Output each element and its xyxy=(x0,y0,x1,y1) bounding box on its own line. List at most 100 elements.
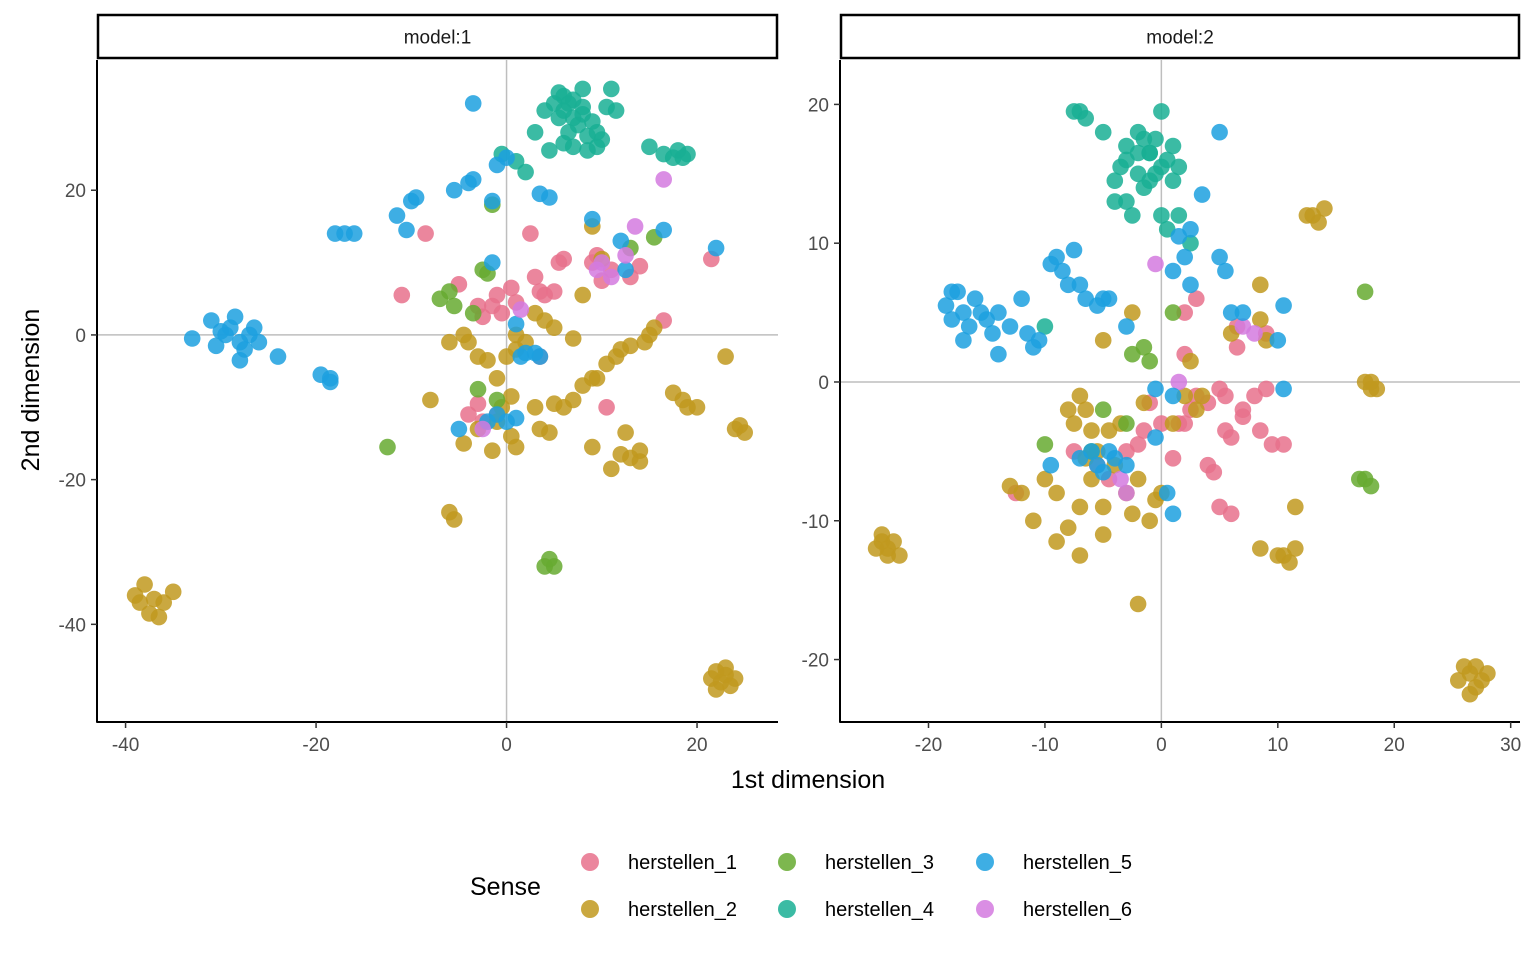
point-herstellen_2 xyxy=(445,511,463,528)
point-herstellen_4 xyxy=(674,149,692,166)
point-herstellen_2 xyxy=(574,286,591,304)
point-herstellen_5 xyxy=(484,254,501,271)
point-herstellen_5 xyxy=(1001,318,1019,335)
point-herstellen_2 xyxy=(1467,658,1485,675)
point-herstellen_1 xyxy=(1205,463,1223,481)
legend-item-herstellen_4: herstellen_4 xyxy=(778,899,934,921)
point-herstellen_1 xyxy=(598,399,615,416)
point-herstellen_2 xyxy=(1071,547,1089,564)
point-herstellen_1 xyxy=(503,279,520,297)
point-herstellen_2 xyxy=(1025,512,1042,530)
point-herstellen_2 xyxy=(1129,595,1147,613)
point-herstellen_4 xyxy=(541,142,558,159)
point-herstellen_2 xyxy=(688,399,706,416)
point-herstellen_5 xyxy=(617,261,634,279)
point-herstellen_4 xyxy=(526,124,544,141)
point-herstellen_2 xyxy=(422,391,439,409)
point-herstellen_5 xyxy=(1118,456,1135,474)
point-herstellen_2 xyxy=(1094,498,1112,516)
point-herstellen_1 xyxy=(631,257,649,275)
point-herstellen_2 xyxy=(1287,540,1304,557)
point-herstellen_6 xyxy=(1246,325,1263,342)
point-herstellen_5 xyxy=(1275,380,1292,398)
point-herstellen_4 xyxy=(550,109,568,127)
point-herstellen_2 xyxy=(1188,401,1205,419)
point-herstellen_6 xyxy=(617,247,634,264)
point-herstellen_4 xyxy=(1153,207,1170,224)
point-herstellen_2 xyxy=(631,453,649,470)
point-herstellen_2 xyxy=(1362,373,1380,391)
point-herstellen_5 xyxy=(1054,262,1071,280)
point-herstellen_5 xyxy=(1211,123,1228,141)
point-herstellen_5 xyxy=(498,413,515,431)
point-herstellen_4 xyxy=(1124,207,1141,224)
point-herstellen_1 xyxy=(469,395,487,413)
point-herstellen_5 xyxy=(1083,443,1100,460)
point-herstellen_3 xyxy=(1164,304,1182,321)
y-axis-title: 2nd dimension xyxy=(17,309,45,472)
point-herstellen_1 xyxy=(1217,387,1234,405)
point-herstellen_5 xyxy=(984,325,1001,342)
legend-item-herstellen_6: herstellen_6 xyxy=(976,899,1132,921)
point-herstellen_5 xyxy=(507,315,525,333)
point-herstellen_5 xyxy=(1065,241,1083,259)
point-herstellen_5 xyxy=(1147,380,1164,398)
point-herstellen_4 xyxy=(564,91,582,109)
point-herstellen_2 xyxy=(126,587,144,604)
point-herstellen_2 xyxy=(1065,415,1083,432)
point-herstellen_5 xyxy=(1094,463,1112,481)
point-herstellen_6 xyxy=(588,261,606,279)
point-herstellen_4 xyxy=(1129,144,1147,162)
point-herstellen_5 xyxy=(1059,276,1077,294)
point-herstellen_2 xyxy=(1182,352,1199,370)
point-herstellen_5 xyxy=(990,304,1007,321)
legend-key xyxy=(581,853,599,871)
point-herstellen_4 xyxy=(1170,207,1188,224)
point-herstellen_2 xyxy=(1193,387,1211,405)
point-herstellen_1 xyxy=(1164,450,1182,467)
point-herstellen_4 xyxy=(1036,318,1054,335)
point-herstellen_1 xyxy=(1222,429,1240,446)
point-herstellen_1 xyxy=(1228,339,1246,356)
point-herstellen_6 xyxy=(512,301,530,318)
point-herstellen_2 xyxy=(1298,207,1316,224)
point-herstellen_2 xyxy=(1455,658,1473,675)
x-tick-label: 30 xyxy=(1500,735,1521,756)
point-herstellen_4 xyxy=(564,138,582,156)
point-herstellen_1 xyxy=(1211,498,1228,516)
point-herstellen_5 xyxy=(1013,290,1030,308)
point-herstellen_2 xyxy=(1135,394,1153,412)
point-herstellen_2 xyxy=(1077,401,1094,419)
point-herstellen_4 xyxy=(1118,193,1135,210)
point-herstellen_4 xyxy=(1147,130,1164,148)
point-herstellen_5 xyxy=(388,207,406,224)
facet-label: model:1 xyxy=(404,28,472,49)
point-herstellen_2 xyxy=(873,526,891,543)
point-herstellen_5 xyxy=(464,95,482,112)
legend-label: herstellen_1 xyxy=(628,852,737,874)
point-herstellen_5 xyxy=(250,333,268,351)
point-herstellen_4 xyxy=(1135,179,1153,196)
point-herstellen_2 xyxy=(1124,304,1141,321)
point-herstellen_5 xyxy=(398,221,415,239)
point-herstellen_4 xyxy=(579,127,596,145)
point-herstellen_5 xyxy=(584,210,601,228)
point-herstellen_3 xyxy=(464,304,482,322)
point-herstellen_5 xyxy=(1118,318,1135,335)
point-herstellen_3 xyxy=(1141,352,1158,370)
point-herstellen_2 xyxy=(164,583,182,601)
point-herstellen_2 xyxy=(564,391,582,409)
x-tick-label: -20 xyxy=(915,735,942,756)
legend-item-herstellen_2: herstellen_2 xyxy=(581,899,737,921)
point-herstellen_3 xyxy=(1135,339,1153,356)
point-herstellen_1 xyxy=(1176,304,1193,321)
legend-item-herstellen_5: herstellen_5 xyxy=(976,852,1132,874)
point-herstellen_5 xyxy=(937,297,955,314)
point-herstellen_2 xyxy=(1316,200,1333,217)
points xyxy=(867,103,1496,703)
legend-key xyxy=(581,900,599,918)
point-herstellen_5 xyxy=(655,221,672,239)
point-herstellen_5 xyxy=(1164,505,1182,523)
point-herstellen_6 xyxy=(474,420,492,438)
point-herstellen_5 xyxy=(1234,304,1252,321)
